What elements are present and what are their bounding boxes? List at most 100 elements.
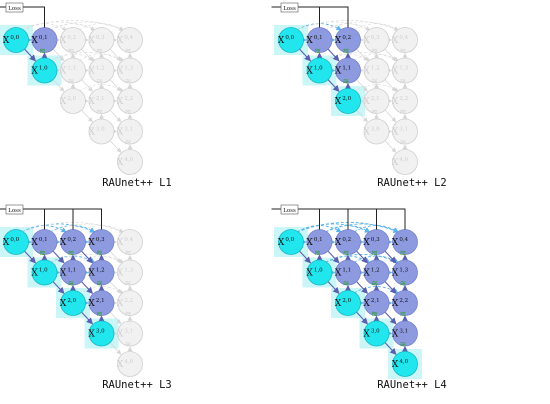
- node-circle: [363, 320, 390, 347]
- down-x00-to-x10: [24, 48, 37, 62]
- node-label-superscript: 4,0: [399, 359, 408, 365]
- node-label-base: X: [60, 269, 67, 279]
- node-label-base: X: [31, 238, 38, 248]
- node-label-base: X: [392, 36, 399, 46]
- node-label: X4,0: [392, 157, 409, 168]
- annotation-layer: ≋ ≋ ≋ ≋ ≋ ≋ ≋ ≋ ≋ ≋ Loss: [271, 2, 407, 147]
- attention-gate-icon: ≋: [314, 46, 321, 55]
- node-label: X2,1: [88, 96, 104, 107]
- attention-gate-icon: ≋: [96, 248, 103, 257]
- node-label-base: X: [60, 36, 67, 46]
- node-label: X3,1: [392, 127, 408, 138]
- node-x3-0: X3,0: [363, 118, 390, 145]
- node-label-superscript: 2,1: [96, 298, 105, 304]
- attention-gate-icon: ≋: [96, 279, 103, 288]
- node-label-superscript: 2,0: [67, 298, 76, 304]
- node-label-superscript: 0,1: [314, 237, 323, 243]
- down-x00-to-x10: [24, 250, 37, 264]
- node-label-superscript: 1,1: [67, 268, 76, 274]
- node-label-base: X: [306, 36, 313, 46]
- node-circle: [392, 320, 418, 347]
- node-x1-0: X1,0: [31, 259, 58, 286]
- node-label-base: X: [392, 269, 399, 279]
- skip-x01-to-x03: [325, 23, 371, 31]
- node-circle: [31, 57, 58, 84]
- node-circle: [117, 149, 143, 175]
- node-label-superscript: 3,1: [399, 127, 408, 133]
- node-label: X0,4: [117, 35, 134, 46]
- node-label: X1,2: [88, 268, 104, 279]
- attention-gate-icon: ≋: [125, 279, 132, 288]
- node-x3-1: X3,1: [117, 118, 143, 145]
- node-label: X0,1: [306, 35, 322, 46]
- node-label-base: X: [88, 330, 95, 340]
- node-circle: [88, 27, 115, 53]
- node-layer: X0,0 X0,1 X0,2 X0,3 X0,4X1,0 X1,1 X1,2 X1,3X2,0…: [278, 27, 418, 175]
- attention-gate-icon: ≋: [371, 248, 378, 257]
- node-circle: [60, 259, 86, 286]
- node-label-superscript: 2,2: [124, 96, 133, 102]
- node-label-base: X: [31, 269, 38, 279]
- node-label-superscript: 3,0: [96, 127, 105, 133]
- attention-gate-icon: ≋: [400, 107, 407, 116]
- down-x12-to-x22: [384, 281, 397, 294]
- node-label-base: X: [392, 299, 399, 309]
- node-label-base: X: [335, 299, 342, 309]
- node-label: X3,1: [117, 127, 133, 138]
- down-x01-to-x11: [52, 250, 65, 264]
- node-label-base: X: [88, 128, 95, 138]
- node-label-base: X: [88, 36, 95, 46]
- panel-caption-l3: RAUnet++ L3: [102, 379, 172, 391]
- node-label-base: X: [117, 360, 124, 370]
- node-label-superscript: 0,0: [285, 35, 294, 41]
- node-x4-0: X4,0: [392, 149, 418, 175]
- down-x03-to-x13: [384, 250, 397, 264]
- node-label-base: X: [60, 299, 67, 309]
- node-label-superscript: 1,3: [399, 268, 408, 274]
- node-x0-3: X0,3: [363, 229, 390, 255]
- node-label: X0,2: [60, 237, 76, 248]
- skip-x02-to-x04: [353, 23, 399, 31]
- down-x21-to-x31: [384, 311, 397, 325]
- node-label: X2,2: [117, 96, 133, 107]
- node-circle: [363, 27, 390, 53]
- node-circle: [88, 259, 115, 286]
- node-circle: [306, 57, 333, 84]
- attention-gate-icon: ≋: [371, 107, 378, 116]
- node-label: X1,2: [363, 268, 379, 279]
- attention-gate-icon: ≋: [400, 309, 407, 318]
- node-label-base: X: [335, 238, 342, 248]
- down-x03-to-x13: [384, 48, 397, 62]
- down-x00-to-x10: [299, 250, 312, 264]
- node-label-superscript: 0,3: [96, 35, 105, 41]
- attention-gate-icon: ≋: [68, 77, 75, 86]
- attention-gate-icon: ≋: [400, 248, 407, 257]
- node-label-base: X: [306, 67, 313, 77]
- node-label: X0,1: [31, 237, 47, 248]
- node-x1-1: X1,1: [60, 259, 86, 286]
- node-x1-2: X1,2: [363, 259, 390, 286]
- node-circle: [392, 259, 418, 286]
- node-label: X1,0: [31, 66, 48, 77]
- node-label: X0,3: [363, 237, 380, 248]
- skip-x00-to-x02: [296, 23, 342, 31]
- node-label: X1,3: [117, 268, 134, 279]
- down-x20-to-x30: [356, 109, 368, 123]
- node-label-superscript: 2,0: [342, 298, 351, 304]
- node-circle: [117, 229, 143, 255]
- attention-gate-icon: ≋: [68, 279, 75, 288]
- down-x02-to-x12: [81, 48, 93, 62]
- node-label-superscript: 4,0: [124, 157, 133, 163]
- node-label: X2,0: [60, 96, 77, 107]
- node-x2-0: X2,0: [335, 290, 361, 316]
- node-label: X2,0: [60, 298, 77, 309]
- node-x3-0: X3,0: [88, 320, 115, 347]
- node-x0-4: X0,4: [117, 27, 143, 53]
- attention-gate-icon: ≋: [343, 46, 350, 55]
- node-label: X0,0: [278, 237, 295, 248]
- attention-gate-icon: ≋: [400, 279, 407, 288]
- attention-gate-icon: ≋: [343, 279, 350, 288]
- down-x10-to-x20: [327, 79, 340, 92]
- node-x0-2: X0,2: [60, 27, 86, 53]
- node-label-base: X: [88, 299, 95, 309]
